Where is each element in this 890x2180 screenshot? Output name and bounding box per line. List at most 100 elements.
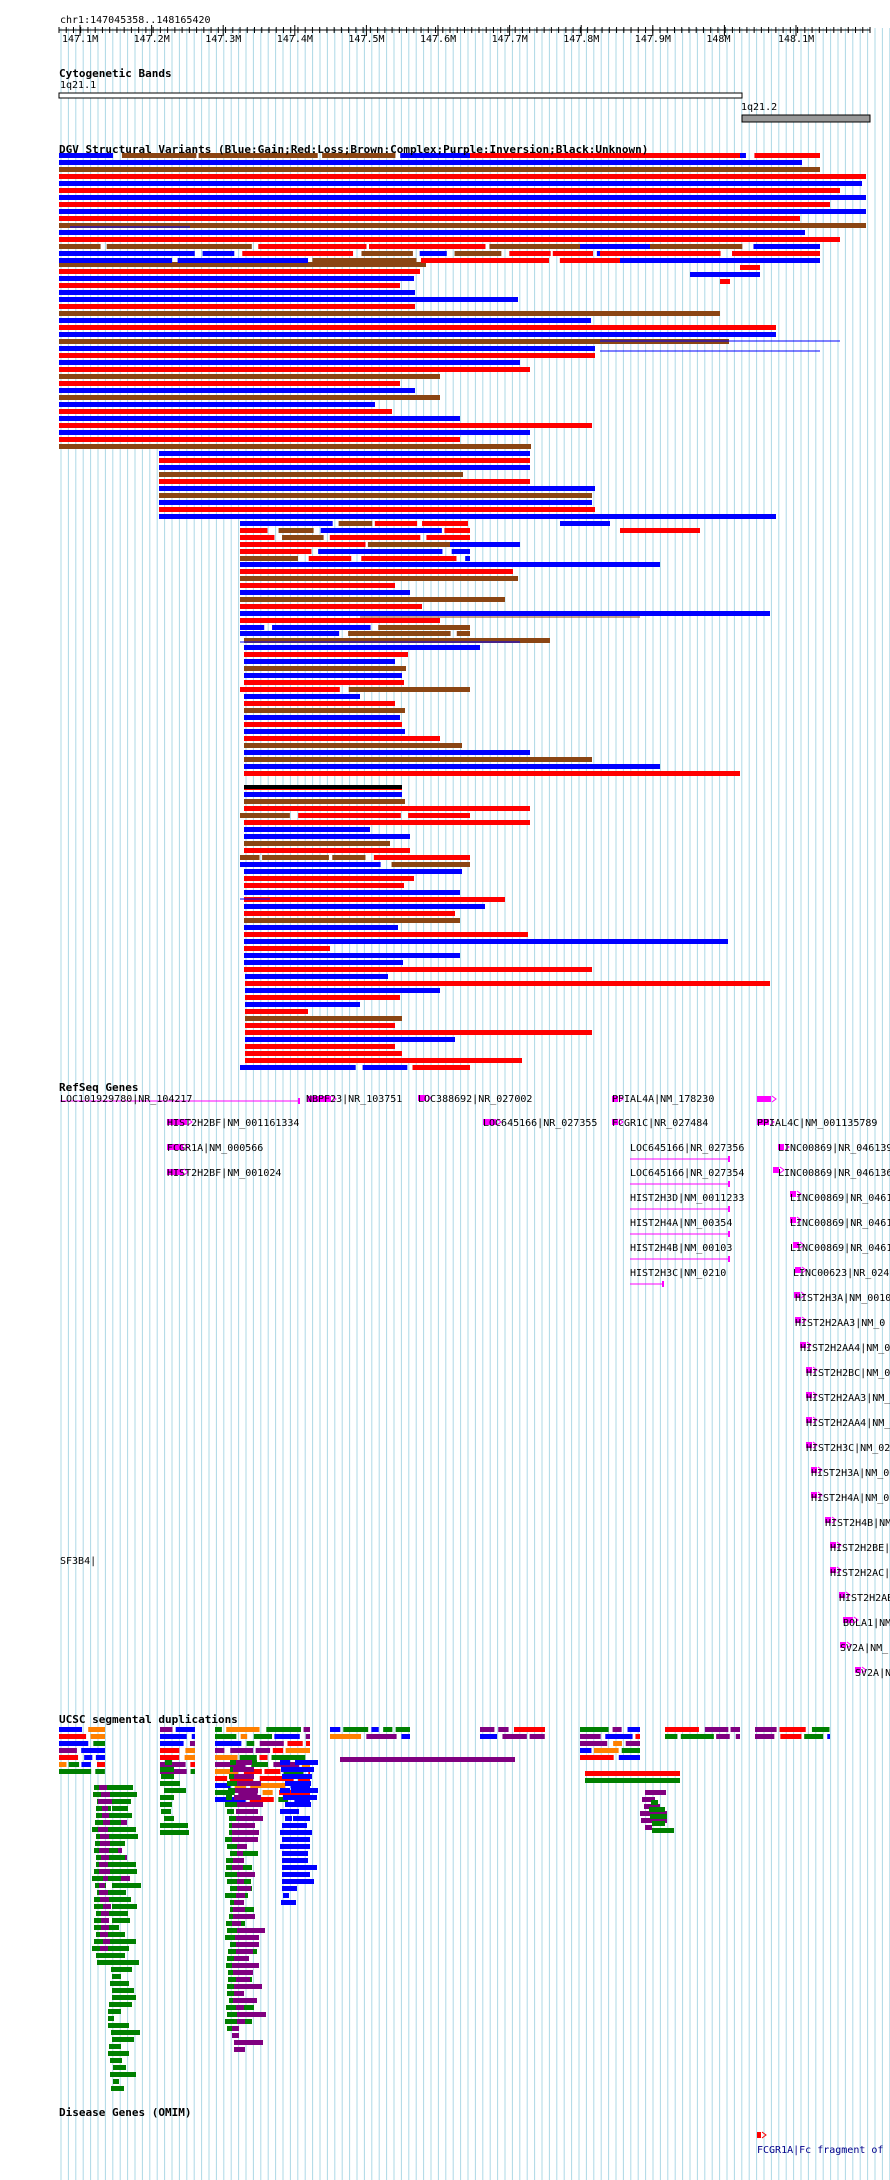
gene-label[interactable]: BOLA1|NM_ [843, 1618, 890, 1629]
dgv-track-title[interactable]: DGV Structural Variants (Blue:Gain;Red:L… [59, 143, 649, 156]
segdup-block [513, 1727, 545, 1732]
gene-label[interactable]: LINC00869|NR_046139 [778, 1143, 890, 1154]
gene-label[interactable]: HIST2H4B|NM_00103 [630, 1243, 733, 1254]
gene-label[interactable]: LINC00869|NR_046135 [790, 1218, 890, 1229]
gene-feature [298, 1098, 300, 1104]
gene-label[interactable]: LOC101929780|NR_104217 [60, 1094, 193, 1105]
gene-label[interactable]: PPIAL4C|NM_001135789 [757, 1118, 878, 1129]
segdup-block [233, 1914, 255, 1919]
gene-label[interactable]: LOC645166|NR_027354 [630, 1168, 745, 1179]
gene-label[interactable]: LINC00869|NR_046136 [778, 1168, 890, 1179]
variant-bar [451, 549, 470, 554]
cytobands-track-title[interactable]: Cytogenetic Bands [59, 67, 172, 80]
segdup-block [366, 1734, 397, 1739]
gene-label[interactable]: SF3B4| [60, 1556, 97, 1567]
gene-strand-arrow [331, 1095, 337, 1103]
segdup-block [109, 1834, 138, 1839]
segdup-block [226, 1795, 232, 1800]
segdup-block [215, 1755, 238, 1760]
variant-bar [244, 673, 402, 678]
segdup-block [81, 1762, 91, 1767]
gene-label[interactable]: HIST2H2BF|NM_001024 [167, 1168, 282, 1179]
gene-label[interactable]: LOC645166|NR_027355 [483, 1118, 598, 1129]
gene-label[interactable]: LINC00869|NR_046138 [790, 1243, 890, 1254]
gene-label[interactable]: HIST2H3C|NM_02 [806, 1443, 890, 1454]
gene-label[interactable]: HIST2H3A|NM_00 [811, 1468, 890, 1479]
segdup-block [652, 1821, 665, 1826]
gene-label[interactable]: HIST2H3A|NM_0010 [795, 1293, 890, 1304]
segdup-block [95, 1755, 105, 1760]
segdup-block [99, 1869, 111, 1874]
refseq-track-title[interactable]: RefSeq Genes [59, 1081, 139, 1094]
gene-feature [843, 1617, 853, 1623]
segdup-block [730, 1727, 740, 1732]
segdup-block [665, 1727, 699, 1732]
segdup-block [108, 2023, 129, 2028]
gene-label[interactable]: LOC645166|NR_027356 [630, 1143, 745, 1154]
variant-bar [412, 1065, 470, 1070]
segdup-block [232, 1963, 259, 1968]
variant-bar [59, 311, 720, 316]
gene-label[interactable]: FCGR1A|NM_000566 [167, 1143, 264, 1154]
segdup-block [108, 2051, 129, 2056]
gene-label[interactable]: HIST2H4B|NM_0 [825, 1518, 890, 1529]
gene-feature [800, 1342, 806, 1348]
variant-bar [59, 244, 101, 249]
variant-bar [282, 535, 324, 540]
variant-bar [240, 556, 298, 561]
segdup-block [98, 1827, 110, 1832]
gene-label[interactable]: HIST2H2AC| [830, 1568, 890, 1579]
variant-bar [244, 764, 660, 769]
gene-label[interactable]: HIST2H2BC|NM_03 [806, 1368, 890, 1379]
segdup-block [84, 1755, 93, 1760]
gene-feature [662, 1281, 664, 1287]
variant-bar [244, 771, 740, 776]
segdup-block [111, 2086, 124, 2091]
gene-feature [795, 1317, 801, 1323]
segdup-block [645, 1790, 666, 1795]
gene-label[interactable]: NBPF23|NR_103751 [306, 1094, 403, 1105]
gene-label[interactable]: HIST2H4A|NM_0 [811, 1493, 890, 1504]
gene-strand-arrow [779, 1166, 785, 1174]
gene-label[interactable]: HIST2H2BF|NM_001161334 [167, 1118, 300, 1129]
variant-bar [244, 911, 455, 916]
segdups-track-title[interactable]: UCSC segmental duplications [59, 1713, 238, 1726]
gene-label[interactable]: FCGR1C|NR_027484 [612, 1118, 709, 1129]
gene-strand-arrow [806, 1341, 812, 1349]
segdup-block [191, 1734, 195, 1739]
gene-label[interactable]: LINC00869|NR_046137 [790, 1193, 890, 1204]
segdup-block [230, 1900, 237, 1905]
gene-strand-arrow [846, 1641, 852, 1649]
gene-label[interactable]: HIST2H2AA4|NM_ [806, 1418, 890, 1429]
variant-bar [59, 290, 415, 295]
variant-bar [59, 160, 802, 165]
gene-label[interactable]: SV2A|NM_ [855, 1668, 890, 1679]
variant-bar [244, 701, 395, 706]
segdup-block [303, 1727, 310, 1732]
gene-label[interactable]: HIST2H3D|NM_0011233 [630, 1193, 745, 1204]
variant-bar [59, 283, 400, 288]
segdup-block [215, 1734, 237, 1739]
segdup-block [282, 1886, 297, 1891]
gene-label[interactable]: PPIAL4A|NM_178230 [612, 1094, 715, 1105]
gene-label[interactable]: HIST2H2AA3|NM_ [806, 1393, 890, 1404]
segdup-block [59, 1762, 67, 1767]
segdup-block [621, 1748, 640, 1753]
gene-label[interactable]: HIST2H2AA3|NM_0 [795, 1318, 886, 1329]
segdup-block [280, 1844, 297, 1849]
gene-label[interactable]: HIST2H2BE| [830, 1543, 890, 1554]
segdup-block [236, 1809, 258, 1814]
segdup-block [215, 1769, 239, 1774]
omim-track-title[interactable]: Disease Genes (OMIM) [59, 2106, 192, 2119]
gene-label[interactable]: HIST2H4A|NM_00354 [630, 1218, 733, 1229]
segdup-block [108, 1932, 125, 1937]
gene-label[interactable]: HIST2H2AA4|NM_0 [800, 1343, 890, 1354]
gene-label[interactable]: SV2A|NM_ [840, 1643, 889, 1654]
gene-label[interactable]: LOC388692|NR_027002 [418, 1094, 533, 1105]
variant-bar [59, 325, 776, 330]
segdup-block [109, 2044, 121, 2049]
omim-feature-label[interactable]: FCGR1A|Fc fragment of [757, 2145, 884, 2156]
gene-label[interactable]: HIST2H3C|NM_0210 [630, 1268, 727, 1279]
gene-label[interactable]: LINC00623|NR_024510 [793, 1268, 890, 1279]
